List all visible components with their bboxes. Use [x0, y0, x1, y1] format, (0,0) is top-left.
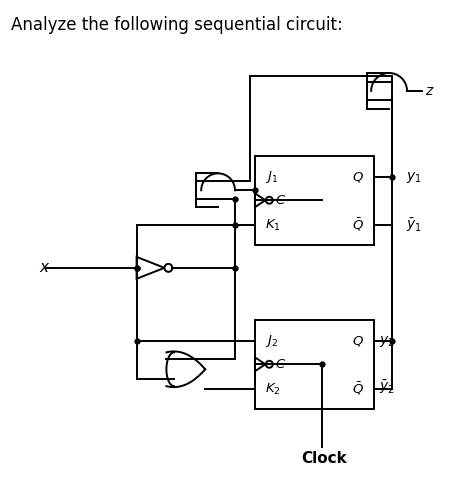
- Text: $z$: $z$: [425, 84, 435, 98]
- Text: $K_1$: $K_1$: [265, 217, 281, 233]
- Bar: [255, 156, 374, 245]
- Text: $y_2$: $y_2$: [379, 334, 395, 349]
- Text: $y_1$: $y_1$: [406, 170, 422, 185]
- Text: $J_2$: $J_2$: [265, 333, 278, 349]
- Text: Analyze the following sequential circuit:: Analyze the following sequential circuit…: [11, 16, 343, 34]
- Text: $J_1$: $J_1$: [265, 170, 278, 185]
- Text: $C$: $C$: [275, 358, 286, 371]
- Text: Clock: Clock: [301, 451, 347, 466]
- Text: $Q$: $Q$: [352, 334, 364, 348]
- Text: $\bar{y}_2$: $\bar{y}_2$: [379, 378, 395, 396]
- Text: $\bar{Q}$: $\bar{Q}$: [352, 381, 364, 398]
- Text: $\bar{Q}$: $\bar{Q}$: [352, 217, 364, 233]
- Text: $\bar{y}_1$: $\bar{y}_1$: [406, 216, 422, 234]
- Bar: [255, 320, 374, 409]
- Text: $C$: $C$: [275, 194, 286, 207]
- Text: $K_2$: $K_2$: [265, 382, 281, 397]
- Text: $x$: $x$: [39, 260, 51, 275]
- Text: $Q$: $Q$: [352, 170, 364, 185]
